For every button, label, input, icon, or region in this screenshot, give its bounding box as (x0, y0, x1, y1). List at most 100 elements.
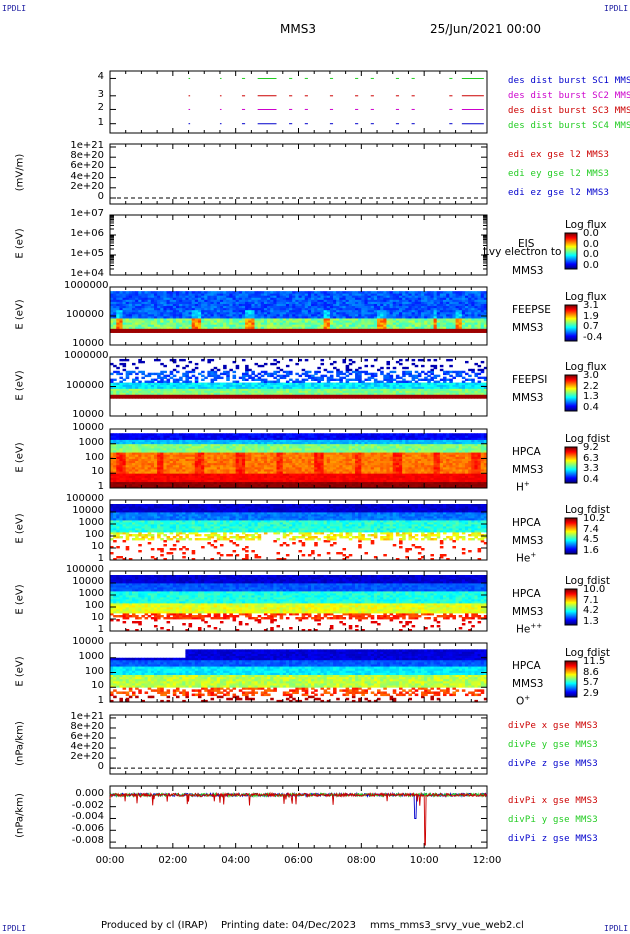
spectro-cell-feepse (270, 313, 274, 317)
spectro-cell-feepsi (402, 382, 406, 385)
spectro-cell-feepsi (323, 392, 328, 395)
colorbar-cell (565, 385, 577, 387)
spectro-cell-feepse (443, 328, 447, 331)
spectro-cell-feepsi (408, 374, 412, 378)
spectro-cell-feepse (430, 293, 434, 296)
spectro-cell-feepse (245, 328, 249, 331)
spectro-cell-feepse (455, 307, 460, 311)
colorbar-cell (565, 400, 577, 402)
spectro-cell-feepse (323, 322, 328, 325)
spectro-cell-feepse (260, 316, 265, 319)
spectro-cell-feepse (395, 307, 400, 311)
spectro-cell-feepse (351, 311, 356, 315)
spectro-cell-feepse (402, 299, 406, 302)
spectro-cell-feepse (194, 297, 199, 300)
colorbar-cell (565, 314, 577, 316)
spectro-cell-feepse (219, 301, 224, 304)
spectro-cell-hpca_h (160, 452, 164, 455)
spectro-cell-hpca_h (135, 450, 139, 453)
spectro-cell-feepse (270, 307, 274, 311)
spectro-cell-feepse (160, 301, 164, 304)
spectro-cell-feepse (317, 301, 321, 304)
spectro-cell-hpca_h (110, 441, 114, 445)
spectro-cell-feepse (279, 320, 284, 323)
spectro-cell-feepse (207, 307, 211, 311)
spectro-cell-feepsi (110, 396, 114, 399)
spectro-cell-feepse (389, 311, 394, 315)
spectro-cell-feepse (169, 330, 174, 333)
spectro-cell-feepse (402, 301, 406, 304)
spectro-cell-feepse (179, 328, 183, 331)
spectro-cell-feepse (427, 309, 431, 313)
spectro-cell-feepse (351, 299, 356, 302)
spectro-cell-feepse (166, 307, 171, 311)
spectro-cell-feepsi (166, 378, 171, 381)
spectro-cell-feepsi (326, 382, 331, 385)
spectro-cell-feepse (131, 301, 136, 304)
spectro-cell-feepse (223, 305, 227, 309)
spectro-cell-feepse (477, 305, 482, 309)
spectro-cell-feepsi (185, 384, 189, 387)
spectro-cell-feepsi (355, 388, 359, 391)
spectro-cell-feepse (358, 313, 362, 317)
spectro-cell-hpca_h (163, 456, 167, 459)
spectro-cell-feepse (125, 305, 130, 309)
spectro-cell-feepsi (197, 388, 202, 391)
spectro-cell-feepsi (207, 372, 211, 376)
spectro-cell-feepse (119, 320, 123, 323)
spectro-cell-feepsi (465, 392, 469, 395)
spectro-cell-feepse (417, 326, 422, 329)
spectro-cell-feepse (333, 328, 337, 331)
spectro-cell-feepsi (458, 370, 463, 374)
spectro-cell-feepse (128, 301, 133, 304)
colorbar-cell (565, 376, 577, 378)
spectro-cell-feepsi (254, 394, 259, 397)
spectro-cell-feepse (424, 295, 428, 298)
spectro-cell-feepsi (364, 388, 369, 391)
spectro-cell-feepsi (276, 396, 281, 399)
spectro-cell-feepsi (131, 382, 136, 385)
spectro-cell-feepse (257, 295, 262, 298)
spectro-cell-hpca_h (163, 450, 167, 453)
spectro-cell-feepsi (270, 394, 274, 397)
spectro-cell-feepse (179, 291, 183, 294)
spectro-cell-feepse (219, 324, 224, 327)
spectro-cell-feepsi (216, 390, 221, 393)
spectro-cell-feepsi (163, 384, 167, 387)
spectro-cell-feepse (260, 295, 265, 298)
spectro-cell-feepse (358, 293, 362, 296)
spectro-cell-feepse (191, 309, 196, 313)
spectro-cell-feepse (113, 309, 117, 313)
spectro-cell-feepse (131, 295, 136, 298)
spectro-cell-feepse (361, 322, 365, 325)
spectro-cell-hpca_h (119, 450, 123, 453)
spectro-cell-feepsi (263, 384, 268, 387)
spectro-cell-feepse (150, 307, 155, 311)
spectro-cell-feepse (179, 330, 183, 333)
spectro-cell-feepsi (116, 384, 120, 387)
spectro-cell-feepsi (273, 394, 277, 397)
spectro-cell-feepsi (389, 390, 394, 393)
spectro-cell-feepse (248, 324, 252, 327)
spectro-cell-feepse (229, 320, 233, 323)
spectro-cell-feepse (185, 316, 189, 319)
spectro-cell-feepsi (298, 394, 303, 397)
spectro-cell-feepsi (452, 386, 456, 389)
spectro-cell-feepse (320, 305, 325, 309)
spectro-cell-feepse (131, 328, 136, 331)
spectro-cell-feepse (147, 297, 152, 300)
spectro-cell-feepse (307, 295, 312, 298)
spectro-cell-feepsi (364, 394, 369, 397)
spectro-cell-feepsi (125, 382, 130, 385)
spectro-cell-feepsi (292, 392, 296, 395)
spectro-cell-feepsi (402, 388, 406, 391)
spectro-cell-feepse (355, 322, 359, 325)
spectro-cell-feepsi (295, 396, 299, 399)
spectro-cell-feepse (421, 328, 425, 331)
spectro-cell-feepse (323, 328, 328, 331)
spectro-cell-feepse (386, 318, 391, 321)
spectro-cell-feepsi (282, 386, 287, 389)
spectro-cell-feepsi (226, 374, 230, 378)
spectro-cell-feepse (314, 326, 318, 329)
spectro-cell-hpca_h (110, 435, 114, 438)
